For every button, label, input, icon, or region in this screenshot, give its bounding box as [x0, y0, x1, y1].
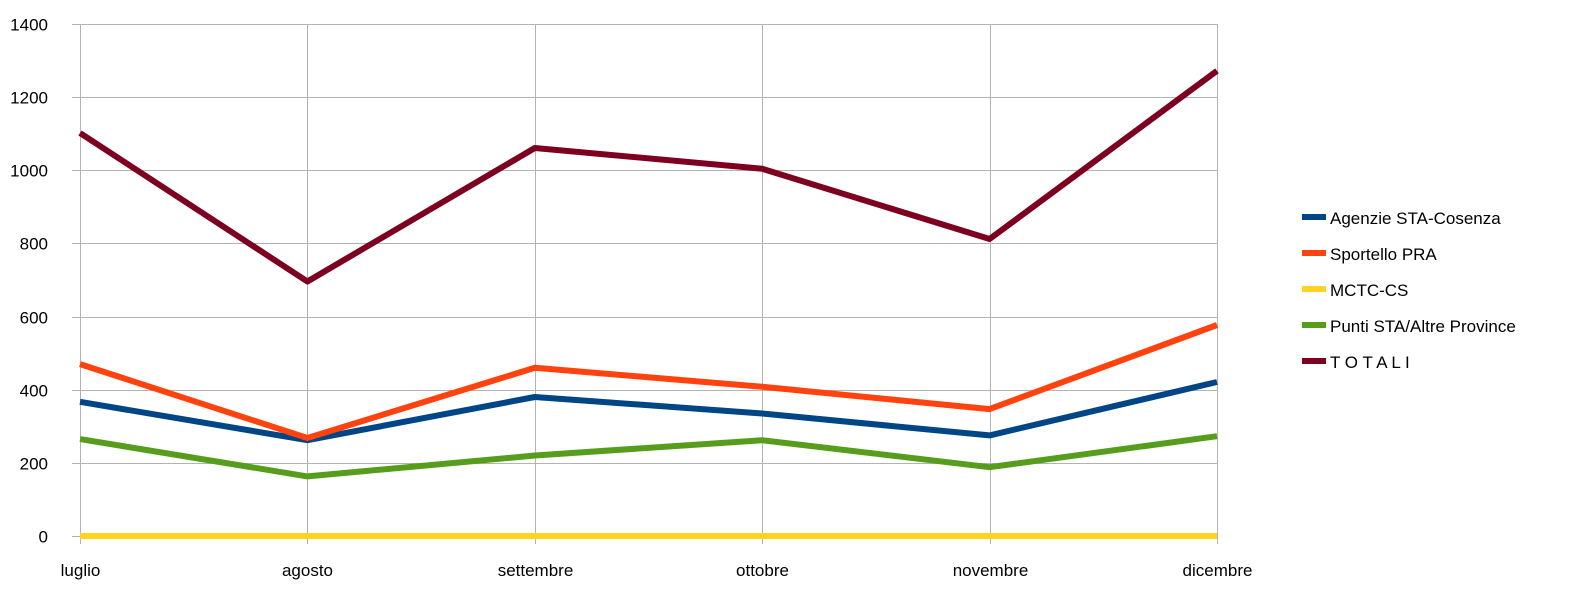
- y-tick-label: 400: [20, 382, 48, 401]
- series-line-punti-sta-altre-province: [79, 433, 1218, 480]
- legend-swatch-sportello-pra: [1302, 250, 1326, 256]
- x-tick-labels: luglio agosto settembre ottobre novembre dice…: [61, 561, 1253, 580]
- legend-label: Punti STA/Altre Province: [1330, 317, 1516, 336]
- series-line-sportello-pra: [79, 322, 1219, 441]
- legend-label: Agenzie STA-Cosenza: [1330, 209, 1501, 228]
- x-tick-label: dicembre: [1183, 561, 1253, 580]
- legend-swatch-mctc-cs: [1302, 286, 1326, 292]
- y-tick-label: 600: [20, 309, 48, 328]
- x-tick-label: novembre: [953, 561, 1029, 580]
- y-tick-label: 1200: [10, 89, 48, 108]
- x-tick-label: ottobre: [736, 561, 789, 580]
- y-tick-labels: 0 200 400 600 800 1000 1200 1400: [10, 16, 48, 547]
- y-tick-label: 1400: [10, 16, 48, 35]
- legend-swatch-t-o-t-a-l-i: [1302, 358, 1326, 364]
- y-tick-label: 200: [20, 455, 48, 474]
- legend-swatch-agenzie-sta-cosenza: [1302, 214, 1326, 220]
- series-line-t-o-t-a-l-i: [78, 68, 1219, 285]
- legend: Agenzie STA-Cosenza Sportello PRA MCTC-CS P…: [1302, 209, 1516, 372]
- x-tick-label: luglio: [61, 561, 101, 580]
- legend-label: T O T A L I: [1330, 353, 1410, 372]
- series-line-agenzie-sta-cosenza: [79, 379, 1218, 444]
- y-tick-label: 1000: [10, 162, 48, 181]
- series-lines: [78, 68, 1219, 539]
- legend-label: Sportello PRA: [1330, 245, 1437, 264]
- legend-swatch-punti-sta-altre-province: [1302, 322, 1326, 328]
- x-tick-label: agosto: [282, 561, 333, 580]
- legend-label: MCTC-CS: [1330, 281, 1408, 300]
- y-tick-label: 800: [20, 235, 48, 254]
- y-tick-label: 0: [39, 528, 48, 547]
- x-tick-label: settembre: [498, 561, 574, 580]
